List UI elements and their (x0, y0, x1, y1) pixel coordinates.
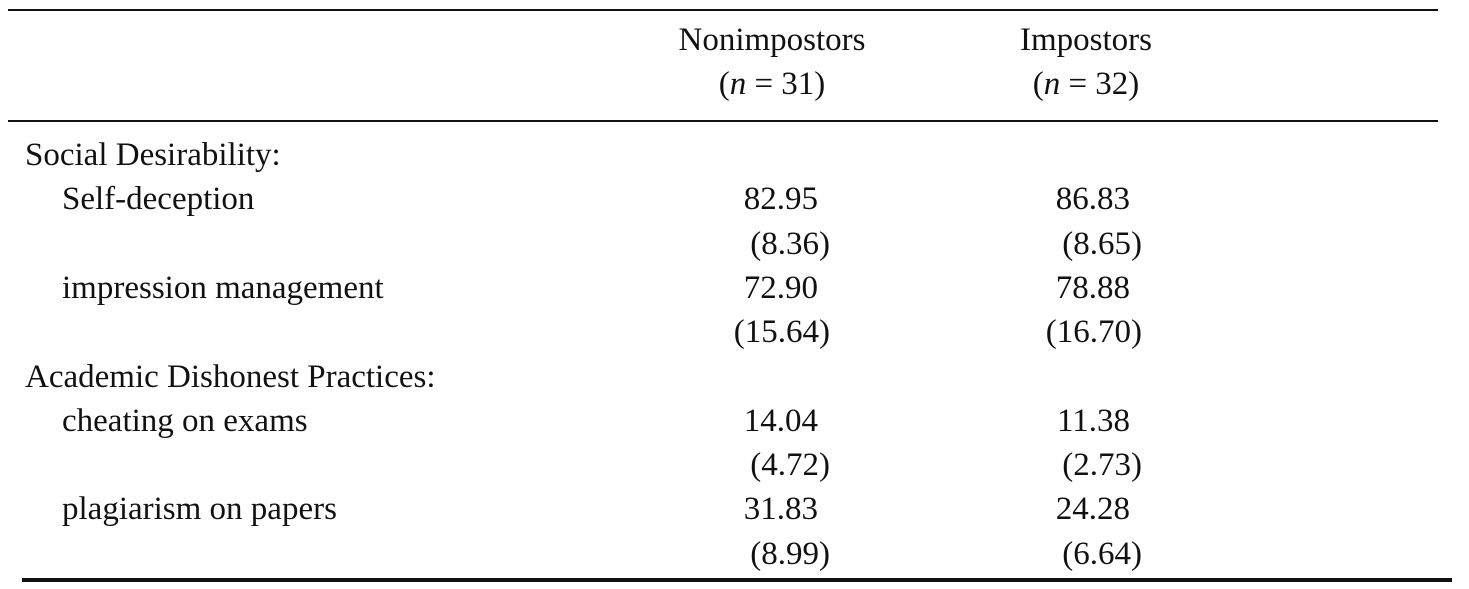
row-label: impression management (62, 269, 384, 306)
bottom-rule (22, 578, 1452, 582)
n-part: ( (718, 66, 730, 102)
mean-value: 14.04 (743, 402, 818, 439)
n-part: n (729, 66, 747, 102)
mean-value: 86.83 (1055, 181, 1130, 218)
sd-value: (2.73) (1062, 447, 1142, 484)
mean-value: 72.90 (743, 269, 818, 306)
sd-value: (16.70) (1045, 314, 1142, 351)
mean-value: 11.38 (1056, 402, 1130, 439)
sd-value: (8.99) (750, 535, 830, 572)
sd-value: (8.65) (1062, 225, 1142, 262)
sd-value: (15.64) (733, 314, 830, 351)
section-label: Academic Dishonest Practices: (25, 358, 436, 395)
row-label: plagiarism on papers (62, 491, 337, 528)
mean-value: 31.83 (743, 491, 818, 528)
n-part: ( (1032, 66, 1044, 102)
sd-value: (4.72) (750, 447, 830, 484)
mean-value: 82.95 (743, 181, 818, 218)
n-part: = 31) (746, 66, 826, 102)
top-rule (8, 9, 1438, 11)
n-part: n (1043, 66, 1061, 102)
row-label: cheating on exams (62, 402, 308, 439)
row-label: Self-deception (62, 181, 255, 218)
column-n: (n = 31) (719, 64, 826, 104)
mean-value: 24.28 (1055, 491, 1130, 528)
section-label: Social Desirability: (25, 137, 281, 173)
column-header: Nonimpostors (678, 22, 866, 58)
column-header: Impostors (1020, 22, 1152, 58)
n-part: = 32) (1060, 66, 1140, 102)
column-n: (n = 32) (1033, 64, 1140, 104)
sd-value: (8.36) (750, 225, 830, 262)
sd-value: (6.64) (1062, 535, 1142, 572)
header-rule (8, 120, 1438, 122)
mean-value: 78.88 (1055, 269, 1130, 306)
